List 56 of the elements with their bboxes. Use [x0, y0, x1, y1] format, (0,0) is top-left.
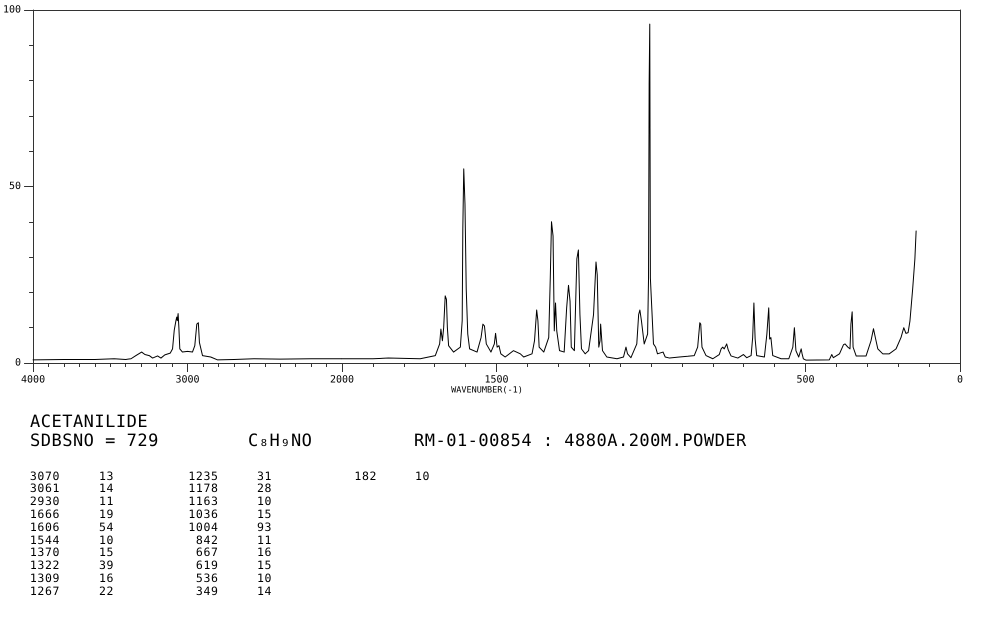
text: 10 — [257, 494, 272, 508]
text: 10 — [99, 532, 114, 547]
text: 1178 — [187, 481, 218, 496]
text: 11 — [257, 532, 272, 547]
text: 15 — [257, 507, 272, 521]
text: 11 — [99, 494, 114, 508]
text: 536 — [194, 571, 218, 585]
text: 667 — [194, 545, 218, 560]
text: 842 — [194, 532, 218, 547]
y-tick-label: 0 — [15, 358, 22, 368]
text: 16 — [99, 571, 114, 585]
text: 16 — [257, 545, 272, 560]
text: 28 — [257, 481, 272, 496]
text: 619 — [194, 558, 218, 572]
text: 349 — [194, 584, 218, 598]
text: 1267 — [28, 584, 60, 598]
text: 1606 — [28, 520, 60, 534]
text: 22 — [99, 584, 114, 598]
x-tick-label: 3000 — [175, 374, 200, 386]
text: 10 — [415, 468, 430, 483]
text: 1309 — [28, 571, 60, 585]
text: 182 — [353, 468, 377, 483]
text: 1666 — [28, 507, 60, 521]
text: C₈H₉NO — [248, 431, 312, 451]
x-tick-label: 1500 — [484, 374, 509, 386]
text: 1370 — [28, 545, 60, 560]
text: 19 — [99, 507, 114, 521]
x-axis-title: WAVENUMBER(-1) — [451, 386, 523, 396]
y-tick-label: 100 — [3, 4, 22, 16]
text: 2930 — [28, 494, 60, 508]
text: 1036 — [187, 507, 218, 521]
text: 15 — [99, 545, 114, 560]
text: 54 — [99, 520, 114, 534]
text: 1004 — [187, 520, 218, 534]
x-tick-label: 500 — [796, 374, 815, 386]
x-tick-label: 4000 — [21, 374, 46, 386]
text: 93 — [257, 520, 272, 534]
x-tick-label: 2000 — [330, 374, 354, 386]
text: 3061 — [28, 481, 60, 496]
text: 10 — [257, 571, 272, 585]
text: 14 — [257, 584, 272, 598]
text: 39 — [99, 558, 114, 572]
text: 31 — [257, 468, 272, 483]
text: 1235 — [187, 468, 218, 483]
text: 15 — [257, 558, 272, 572]
text: RM-01-00854 : 4880A.200M.POWDER — [414, 431, 747, 451]
text: 3070 — [28, 468, 60, 483]
text: 14 — [99, 481, 114, 496]
text: 1163 — [187, 494, 218, 508]
text: SDBSNO = 729 — [30, 431, 159, 451]
text: 1322 — [28, 558, 60, 572]
text: 1544 — [28, 532, 60, 547]
y-tick-label: 50 — [9, 181, 22, 192]
x-tick-label: 0 — [956, 374, 964, 386]
text: ACETANILIDE — [30, 412, 148, 432]
text: 13 — [99, 468, 114, 483]
